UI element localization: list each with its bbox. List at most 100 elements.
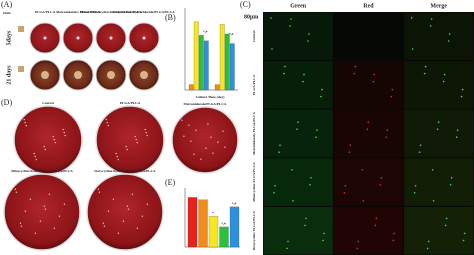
colony: [53, 227, 56, 229]
row-label: Minocycline PLGA/PLCA: [252, 162, 256, 202]
cell: [284, 65, 286, 68]
row-label: 21 days: [6, 65, 12, 85]
colony: [63, 131, 65, 134]
cell: [367, 121, 370, 123]
cell: [271, 48, 273, 50]
plate: [3, 173, 81, 251]
colony: [190, 140, 192, 142]
cell: [461, 88, 464, 91]
cell: [373, 73, 376, 76]
bar: [198, 35, 204, 91]
cell: [393, 232, 396, 235]
sample: [18, 66, 24, 72]
micrograph: [333, 206, 404, 255]
plate: [86, 173, 164, 251]
cell: [445, 217, 448, 220]
bar: [193, 21, 199, 91]
cell: [356, 247, 359, 250]
micrograph: [263, 12, 333, 61]
panel-label: (C): [240, 0, 251, 9]
colony: [43, 205, 46, 207]
micrograph: [404, 109, 474, 158]
colony: [126, 148, 128, 151]
colony: [24, 210, 27, 212]
colony: [144, 128, 146, 131]
colony: [107, 124, 109, 127]
cell: [304, 224, 306, 227]
bar: [214, 84, 220, 91]
bar: [198, 199, 208, 248]
cell: [357, 240, 360, 243]
micrograph: [263, 109, 333, 158]
colony: [116, 155, 118, 158]
colony: [63, 203, 66, 205]
colony: [44, 208, 47, 210]
annotation: *,#: [232, 202, 237, 206]
cell: [410, 17, 413, 19]
colony: [48, 193, 51, 195]
colony: [183, 135, 185, 137]
colony: [217, 141, 219, 143]
colony: [117, 158, 119, 161]
panel-label: (B): [165, 13, 176, 22]
column-header: Metronidazole/ PLGA/PLCA: [56, 10, 100, 14]
cell: [274, 185, 276, 187]
micrograph: [263, 61, 333, 109]
cell: [426, 247, 429, 250]
colony: [23, 118, 25, 121]
cell: [361, 169, 364, 171]
plate: [171, 106, 239, 174]
colony: [205, 147, 207, 149]
annotation: *,#: [203, 29, 208, 33]
colony: [58, 215, 61, 217]
column-header: PLGA/PLCA: [35, 10, 56, 14]
column-header: Minocycline hydrochloride/PLGA/PLCA: [80, 10, 142, 14]
plate: [13, 105, 83, 175]
colony: [44, 148, 46, 151]
bar: [203, 40, 209, 91]
colony: [135, 138, 137, 141]
annotation: *,#: [221, 222, 226, 226]
colony: [19, 222, 22, 224]
colony: [107, 210, 110, 212]
cell: [315, 136, 317, 138]
cell: [375, 217, 378, 220]
cell: [448, 33, 451, 35]
cell: [354, 65, 357, 68]
plate-label: Minocycline hydrochloride/PLGA/PLCA: [11, 169, 73, 173]
sample-disc: [43, 36, 47, 40]
colony: [39, 220, 42, 222]
bar: [188, 84, 194, 91]
colony: [105, 118, 107, 121]
colony: [62, 128, 64, 131]
colony: [126, 205, 129, 207]
cell: [316, 129, 318, 131]
sample-disc: [140, 71, 148, 79]
cell: [353, 72, 356, 75]
colony: [98, 191, 101, 193]
cell: [414, 185, 417, 187]
colony: [29, 198, 32, 200]
bar: [208, 216, 219, 248]
colony: [20, 225, 23, 227]
colony: [64, 134, 66, 137]
colony: [97, 188, 100, 190]
cell: [310, 177, 312, 179]
colony: [193, 153, 195, 155]
colony: [141, 215, 144, 217]
colony: [145, 131, 147, 134]
cell: [429, 25, 432, 27]
colony: [188, 124, 190, 126]
cell: [289, 25, 291, 27]
cell: [450, 177, 453, 179]
cell: [349, 144, 352, 146]
micrograph: [404, 61, 474, 109]
cell: [343, 192, 346, 194]
cell: [292, 200, 294, 202]
panel-label: (D): [1, 98, 12, 107]
cell: [323, 232, 325, 235]
cell: [283, 72, 285, 75]
row-label: Control: [252, 30, 256, 42]
bar: [219, 226, 229, 248]
cell: [443, 73, 446, 76]
